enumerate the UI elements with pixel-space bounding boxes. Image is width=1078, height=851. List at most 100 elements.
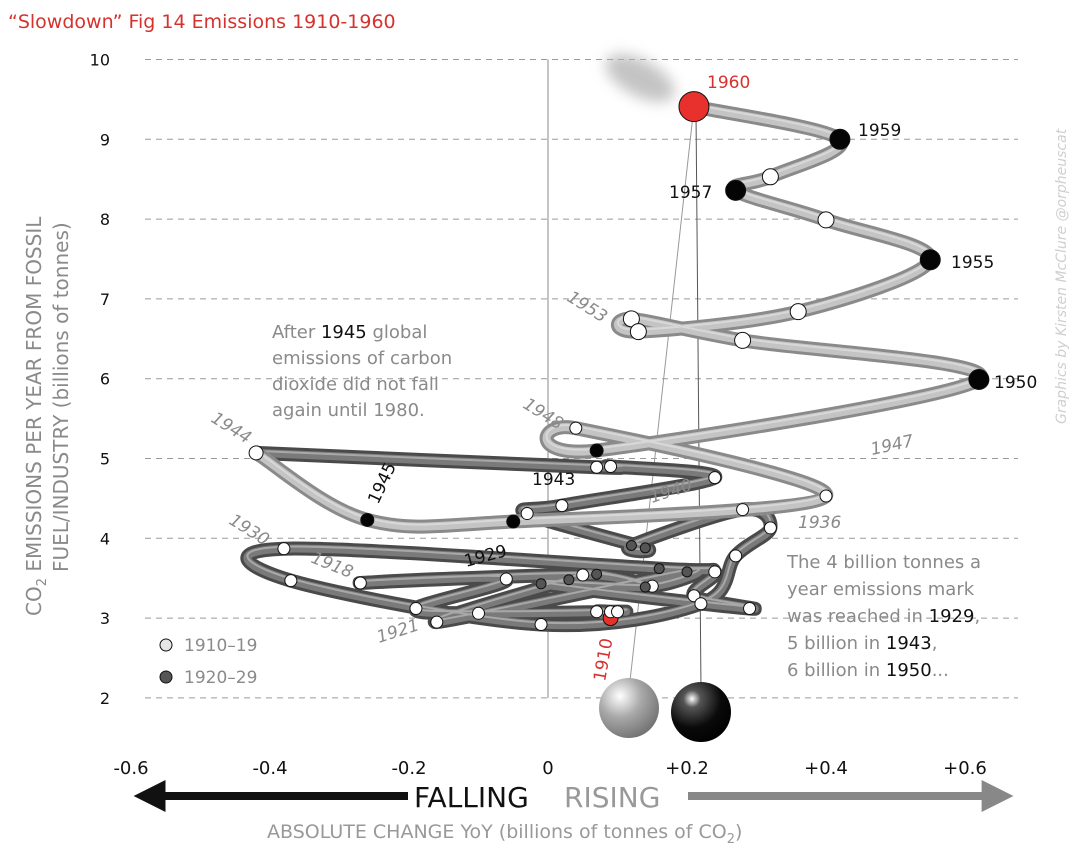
y-tick-10: 10 bbox=[90, 51, 110, 70]
year-label-1960: 1960 bbox=[707, 73, 750, 93]
point-1947 bbox=[819, 489, 833, 503]
point-1937 bbox=[625, 539, 637, 551]
year-label-1948: 1948 bbox=[519, 394, 566, 434]
annotation-top-line1: After 1945 global bbox=[272, 322, 427, 343]
x-tick--0.2: -0.2 bbox=[391, 758, 426, 779]
x-tick-labels: -0.6 -0.4 -0.2 0 +0.2 +0.4 +0.6 bbox=[113, 758, 986, 779]
point-1960 bbox=[678, 91, 710, 123]
point-1950 bbox=[968, 368, 990, 390]
year-label-1947: 1947 bbox=[869, 431, 916, 460]
y-tick-8: 8 bbox=[100, 210, 110, 229]
year-label-1953: 1953 bbox=[563, 287, 610, 327]
falling-label: FALLING bbox=[414, 781, 529, 814]
point-1915 bbox=[409, 602, 423, 616]
point-1926 bbox=[743, 602, 757, 616]
point-1931 bbox=[284, 574, 298, 588]
point-1958 bbox=[761, 168, 779, 186]
point-1922 bbox=[563, 574, 575, 586]
point-1941 bbox=[708, 471, 722, 485]
year-label-1955: 1955 bbox=[951, 253, 994, 273]
point-1940 bbox=[555, 499, 569, 513]
year-label-1945: 1945 bbox=[364, 459, 400, 507]
point-1942 bbox=[604, 459, 618, 473]
point-1930 bbox=[277, 542, 291, 556]
year-label-1959: 1959 bbox=[858, 121, 901, 141]
point-1948 bbox=[569, 421, 583, 435]
annotation-bottom-line3: was reached in 1929, bbox=[787, 606, 980, 627]
point-1911 bbox=[590, 605, 604, 619]
point-1924 bbox=[639, 581, 651, 593]
rising-label: RISING bbox=[564, 781, 660, 814]
y-tick-labels: 2 3 4 5 6 7 8 9 10 bbox=[90, 51, 110, 708]
point-1956 bbox=[817, 211, 835, 229]
year-label-1944: 1944 bbox=[207, 408, 254, 448]
legend: 1910–19 1920–29 bbox=[159, 636, 257, 688]
point-1949 bbox=[589, 443, 604, 458]
point-1929 bbox=[653, 563, 665, 575]
year-label-1943: 1943 bbox=[532, 470, 575, 490]
point-1951 bbox=[734, 331, 752, 349]
point-1913 bbox=[611, 605, 624, 619]
legend-label-1910s: 1910–19 bbox=[184, 636, 257, 656]
x-tick-+0.6: +0.6 bbox=[943, 758, 987, 779]
y-tick-3: 3 bbox=[100, 609, 110, 628]
annotation-bottom-line5: 6 billion in 1950... bbox=[787, 660, 949, 681]
annotation-milestones: The 4 billion tonnes a year emissions ma… bbox=[786, 552, 981, 681]
point-1920 bbox=[681, 566, 693, 578]
x-tick--0.6: -0.6 bbox=[113, 758, 148, 779]
year-label-1929: 1929 bbox=[462, 541, 509, 572]
point-1945 bbox=[360, 512, 375, 527]
point-1936 bbox=[736, 503, 750, 517]
x-tick--0.4: -0.4 bbox=[252, 758, 287, 779]
annotation-bottom-line1: The 4 billion tonnes a bbox=[786, 552, 981, 573]
y-tick-9: 9 bbox=[100, 130, 110, 149]
point-1943 bbox=[590, 460, 604, 474]
y-axis-label-line1: CO2 EMISSIONS PER YEAR FROM FOSSIL bbox=[22, 216, 50, 616]
year-points bbox=[248, 91, 990, 631]
annotation-bottom-line4: 5 billion in 1943, bbox=[787, 633, 937, 654]
credit-text: Graphics by Kirsten McClure @orpheuscat bbox=[1054, 128, 1070, 424]
point-1935 bbox=[763, 521, 777, 535]
point-1917 bbox=[353, 576, 367, 590]
legend-label-1920s: 1920–29 bbox=[184, 668, 257, 688]
point-1914 bbox=[472, 606, 485, 620]
chart-title: “Slowdown” Fig 14 Emissions 1910-1960 bbox=[8, 11, 396, 33]
y-tick-7: 7 bbox=[100, 290, 110, 309]
x-tick-+0.2: +0.2 bbox=[665, 758, 709, 779]
point-1939 bbox=[520, 507, 534, 521]
legend-swatch-1910s bbox=[159, 638, 173, 652]
year-label-1936: 1936 bbox=[798, 513, 841, 533]
point-1954 bbox=[789, 303, 807, 321]
y-axis-label-line2: FUEL/INDUSTRY (billions of tonnes) bbox=[49, 222, 73, 572]
point-1959 bbox=[829, 128, 851, 150]
smoke-puff bbox=[605, 54, 675, 102]
year-label-1910: 1910 bbox=[590, 637, 617, 683]
annotation-after-1945: After 1945 global emissions of carbon di… bbox=[272, 322, 452, 421]
point-1934 bbox=[729, 549, 743, 563]
point-1946 bbox=[506, 514, 521, 529]
annotation-bottom-line2: year emissions mark bbox=[787, 579, 975, 600]
year-label-1940: 1940 bbox=[647, 475, 694, 507]
point-1957 bbox=[725, 179, 747, 201]
y-tick-6: 6 bbox=[100, 370, 110, 389]
y-tick-4: 4 bbox=[100, 529, 110, 548]
x-axis-label: ABSOLUTE CHANGE YoY (billions of tonnes … bbox=[267, 821, 742, 847]
point-1955 bbox=[919, 249, 941, 271]
point-1925 bbox=[535, 578, 547, 590]
pendulum-ball-grey bbox=[599, 678, 659, 738]
point-1933 bbox=[694, 597, 708, 611]
year-label-1950: 1950 bbox=[994, 373, 1037, 393]
pendulum-ball-black bbox=[671, 682, 731, 742]
point-1932 bbox=[534, 617, 548, 631]
y-tick-5: 5 bbox=[100, 450, 110, 469]
point-1928 bbox=[708, 565, 722, 579]
annotation-top-line4: again until 1980. bbox=[272, 400, 425, 421]
x-tick-+0.4: +0.4 bbox=[804, 758, 848, 779]
point-1916 bbox=[499, 572, 513, 586]
x-tick-0: 0 bbox=[542, 758, 553, 779]
annotation-top-line3: dioxide did not fall bbox=[272, 374, 439, 395]
point-1918 bbox=[576, 568, 590, 582]
legend-swatch-1920s bbox=[159, 670, 173, 684]
point-1923 bbox=[591, 568, 603, 580]
point-1944 bbox=[248, 445, 264, 461]
